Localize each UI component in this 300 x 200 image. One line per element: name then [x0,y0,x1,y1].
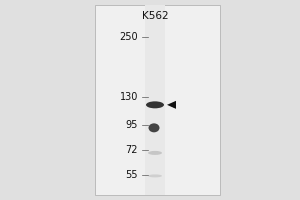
Text: 130: 130 [120,92,138,102]
Text: 55: 55 [125,170,138,180]
Polygon shape [167,101,176,109]
Ellipse shape [148,123,160,132]
Text: K562: K562 [142,11,168,21]
Text: 72: 72 [125,145,138,155]
Ellipse shape [146,101,164,108]
Text: 95: 95 [126,120,138,130]
Ellipse shape [148,151,162,155]
Bar [95,5,220,195]
Bar [145,5,165,195]
Ellipse shape [148,174,162,177]
Text: 250: 250 [119,32,138,42]
